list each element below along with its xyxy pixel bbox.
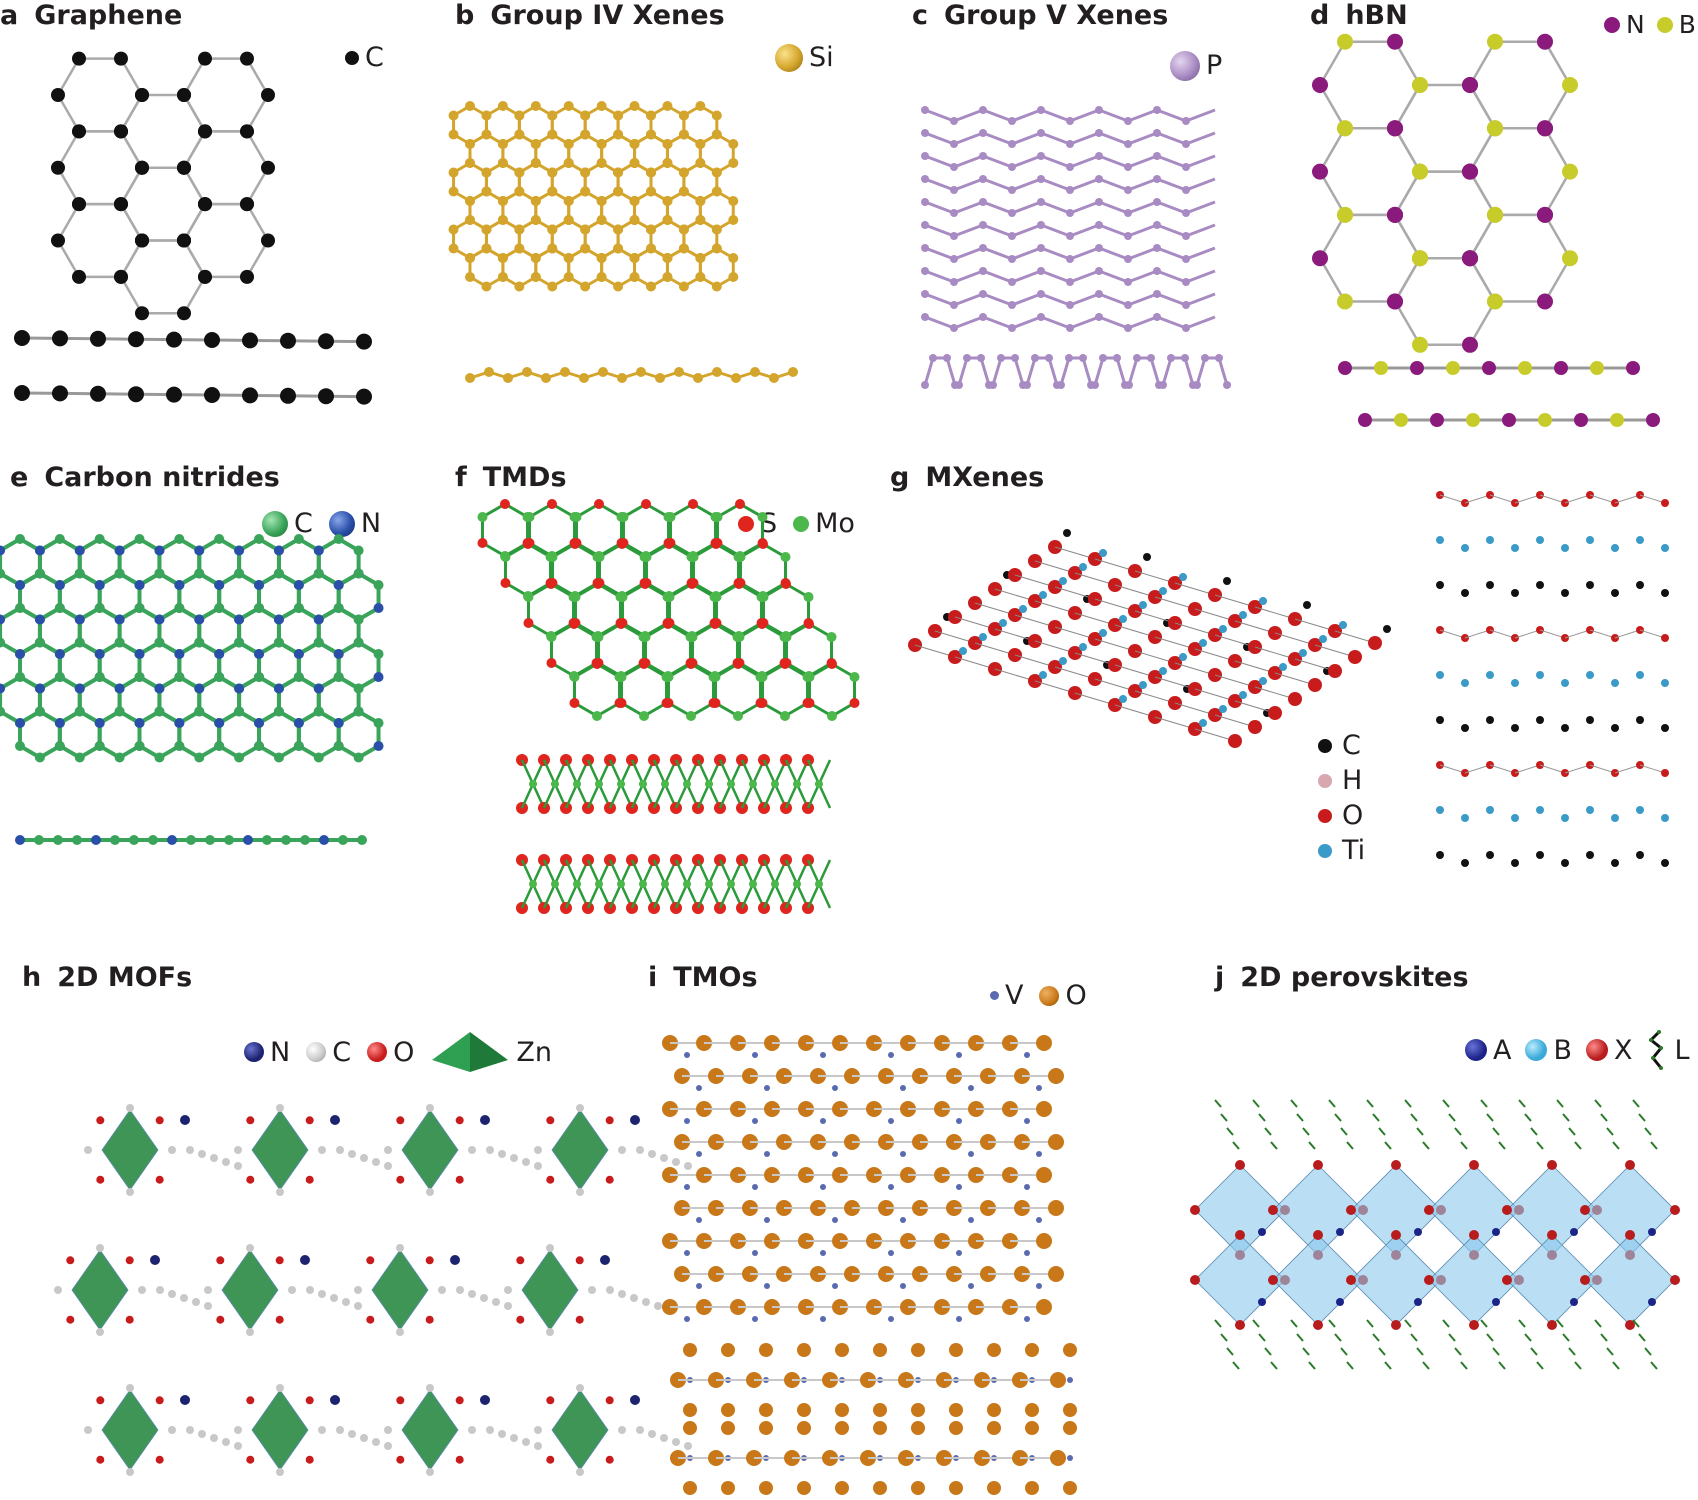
ligand-chain-icon [1648, 1030, 1663, 1070]
molybdenum-atom-icon [793, 515, 810, 532]
carbon-atom-icon [262, 510, 288, 537]
carbon-nitride-structure [0, 534, 384, 845]
b-site-atom-icon [1525, 1039, 1548, 1061]
legend-g: C H O Ti [1318, 730, 1365, 866]
panel-f-title: f TMDs [455, 462, 567, 493]
perovskite-structure [1190, 1099, 1680, 1370]
oxygen-atom-icon [1039, 985, 1060, 1006]
zinc-tetrahedron-icon [432, 1032, 509, 1072]
legend-b: Si [775, 42, 834, 73]
legend-e: C N [262, 508, 381, 539]
panel-b-title: b Group IV Xenes [455, 0, 725, 31]
silicon-atom-icon [775, 43, 803, 72]
legend-h: N C O Zn [244, 1030, 552, 1074]
titanium-atom-icon [1318, 843, 1332, 858]
panel-a-title: a Graphene [0, 0, 183, 31]
x-site-atom-icon [1586, 1039, 1609, 1061]
nitrogen-atom-icon [1604, 16, 1620, 33]
graphene-structure [14, 51, 372, 405]
panel-e-title: e Carbon nitrides [10, 462, 280, 493]
mof-structure [54, 1104, 692, 1476]
panel-d-title: d hBN [1310, 0, 1408, 31]
hbn-structure [1312, 33, 1660, 427]
tmo-structure [662, 1035, 1077, 1495]
tmd-structure [477, 499, 860, 914]
boron-atom-icon [1656, 16, 1673, 33]
a-site-atom-icon [1465, 1039, 1487, 1061]
carbon-atom-icon [1318, 738, 1332, 753]
nitrogen-atom-icon [328, 510, 355, 537]
legend-f: S Mo [738, 508, 855, 539]
mxene-structure [908, 491, 1669, 867]
carbon-atom-icon [345, 50, 359, 65]
hydrogen-atom-icon [1318, 773, 1332, 788]
legend-i: V O [990, 980, 1087, 1011]
sulfur-atom-icon [738, 515, 754, 532]
oxygen-atom-icon [1318, 808, 1332, 823]
legend-j: A B X L [1465, 1030, 1690, 1070]
panel-j-title: j 2D perovskites [1215, 962, 1469, 993]
legend-d: N B [1604, 10, 1696, 39]
legend-c: P [1170, 50, 1222, 81]
carbon-atom-icon [306, 1042, 327, 1062]
vanadium-atom-icon [990, 991, 999, 1000]
panel-i-title: i TMOs [648, 962, 758, 993]
panel-g-title: g MXenes [890, 462, 1045, 493]
oxygen-atom-icon [367, 1042, 388, 1062]
panel-h-title: h 2D MOFs [22, 962, 193, 993]
panel-c-title: c Group V Xenes [912, 0, 1169, 31]
nitrogen-atom-icon [244, 1042, 264, 1062]
silicene-structure [448, 101, 798, 383]
phosphorene-structure [921, 106, 1231, 389]
legend-a: C [345, 42, 384, 73]
phosphorus-atom-icon [1170, 50, 1200, 81]
